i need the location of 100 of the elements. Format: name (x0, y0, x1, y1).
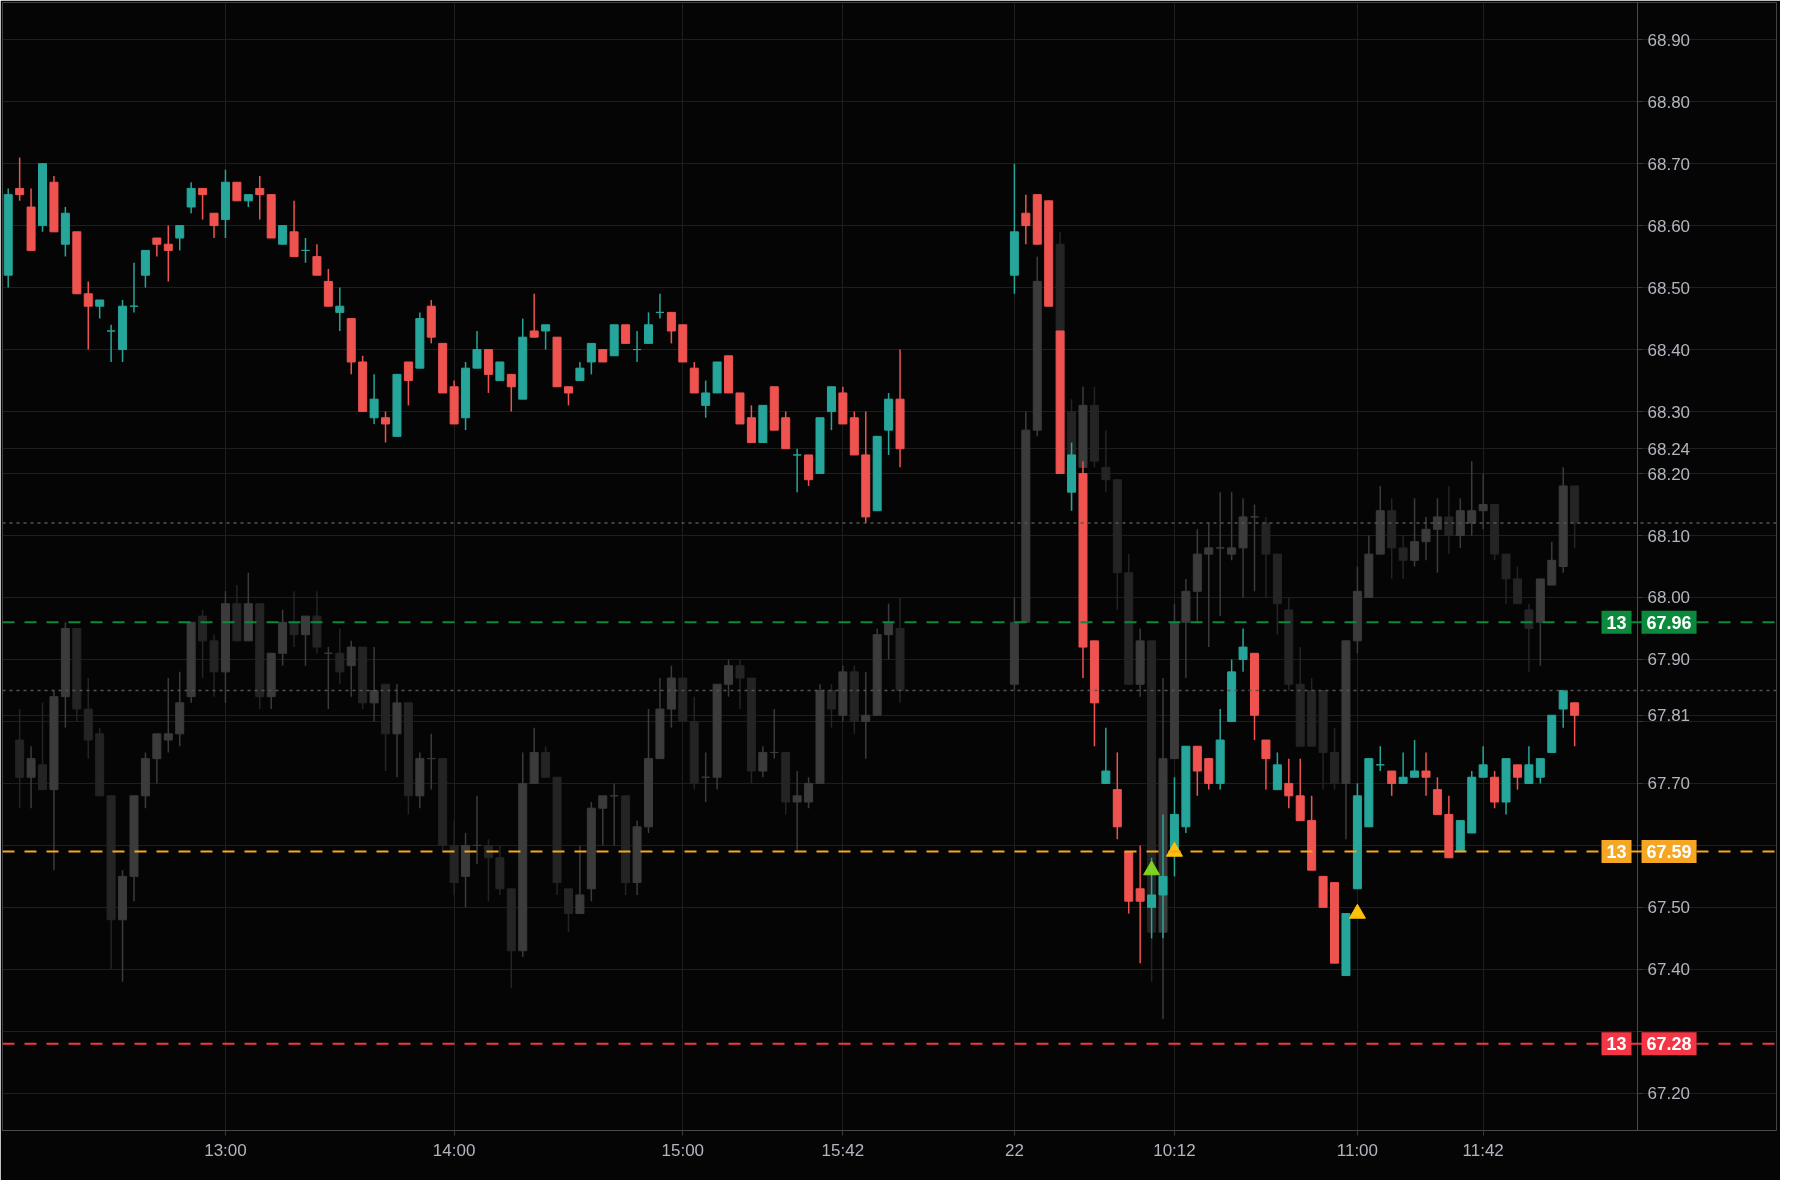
candlestick (1432, 497, 1442, 574)
candlestick (198, 187, 208, 221)
candlestick (1512, 764, 1522, 791)
candlestick (1524, 602, 1534, 673)
candlestick (1227, 491, 1237, 562)
candlestick (15, 156, 25, 202)
candlestick (1410, 497, 1420, 568)
candlestick (792, 770, 802, 853)
candlestick (804, 776, 814, 809)
candlestick (335, 627, 345, 686)
ref-line-label: 67.28 (1646, 1034, 1692, 1055)
candlestick (861, 671, 871, 760)
y-tick-label: 68.70 (1647, 154, 1691, 174)
y-tick-label: 67.40 (1647, 960, 1691, 980)
candlestick (300, 615, 310, 667)
candlestick (232, 181, 242, 202)
x-tick-label: 15:42 (821, 1140, 865, 1160)
candlestick (152, 237, 162, 258)
y-tick-label: 68.40 (1647, 340, 1691, 360)
candlestick (95, 299, 105, 320)
point (1143, 860, 1161, 876)
candlestick (1410, 739, 1420, 778)
candlestick (1535, 757, 1545, 785)
candlestick (472, 330, 482, 369)
candlestick (1398, 534, 1408, 580)
candlestick (26, 745, 36, 809)
candlestick (335, 286, 345, 332)
candlestick (1387, 770, 1397, 797)
candlestick (1284, 757, 1294, 809)
candlestick (255, 175, 265, 221)
candlestick (758, 745, 768, 778)
point (1348, 903, 1366, 919)
y-tick-label: 67.20 (1647, 1084, 1691, 1104)
candlestick (541, 324, 551, 351)
y-tick-label: 68.00 (1647, 588, 1691, 608)
candlestick (621, 324, 631, 345)
candlestick (1478, 745, 1488, 778)
ref-line-label: 67.96 (1646, 612, 1692, 633)
annotation: 13 (1606, 842, 1627, 863)
y-tick-label: 67.81 (1647, 706, 1691, 726)
candlestick (792, 447, 802, 493)
candlestick (289, 590, 299, 648)
candlestick (1135, 844, 1145, 964)
x-tick-label: 11:00 (1336, 1140, 1379, 1160)
candlestick (1558, 689, 1568, 729)
candlestick (563, 386, 573, 407)
y-tick-label: 68.10 (1647, 526, 1691, 546)
x-tick-label: 13:00 (204, 1140, 247, 1160)
candlestick (83, 280, 93, 351)
x-tick-label: 22 (1004, 1140, 1024, 1160)
candlestick (666, 311, 676, 345)
candlestick (575, 844, 585, 915)
candlestick (209, 212, 219, 239)
candlestick (1101, 726, 1111, 785)
y-tick-label: 68.90 (1647, 30, 1691, 50)
candlestick (701, 379, 711, 419)
candlestick (644, 311, 654, 345)
candlestick (735, 658, 745, 710)
x-tick-label: 15:00 (661, 1140, 705, 1160)
candlestick (1421, 516, 1431, 562)
candlestick (1444, 485, 1454, 555)
y-tick-label: 67.50 (1647, 898, 1691, 918)
candlestick (495, 361, 505, 382)
candlestick (1249, 503, 1259, 593)
candlestick (369, 646, 379, 723)
candlestick (278, 224, 288, 245)
annotation: 13 (1606, 1034, 1627, 1055)
candlestick (403, 361, 413, 407)
ref-line-label: 67.59 (1646, 842, 1692, 863)
candlestick (1215, 491, 1225, 617)
annotation: 13 (1606, 612, 1627, 633)
candlestick (529, 293, 539, 338)
candlestick (1147, 640, 1157, 983)
y-tick-label: 67.70 (1647, 774, 1691, 794)
candlestick (1147, 857, 1157, 940)
candlestick (163, 224, 173, 283)
candlestick (1238, 627, 1248, 673)
candlestick (1570, 702, 1580, 747)
candlestick (884, 602, 894, 661)
candlestick (1398, 751, 1408, 785)
candlestick (1204, 522, 1214, 648)
candlestick (381, 410, 391, 444)
candlestick (175, 224, 185, 252)
candlestick (1467, 460, 1477, 537)
candlestick (724, 658, 734, 698)
y-tick-label: 67.90 (1647, 650, 1691, 670)
candlestick (106, 324, 116, 363)
y-tick-label: 68.50 (1647, 278, 1691, 298)
y-tick-label: 68.20 (1647, 464, 1691, 484)
x-tick-label: 10:12 (1153, 1140, 1196, 1160)
candlestick (163, 677, 173, 754)
x-tick-label: 11:42 (1462, 1140, 1504, 1160)
candlestick (1524, 745, 1534, 785)
candlestick (598, 795, 608, 847)
candlestick (346, 640, 356, 698)
candlestick (1101, 429, 1111, 493)
candlestick (826, 683, 836, 729)
x-tick-label: 14:00 (432, 1140, 476, 1160)
y-tick-label: 68.60 (1647, 216, 1691, 236)
candlestick (506, 373, 516, 413)
